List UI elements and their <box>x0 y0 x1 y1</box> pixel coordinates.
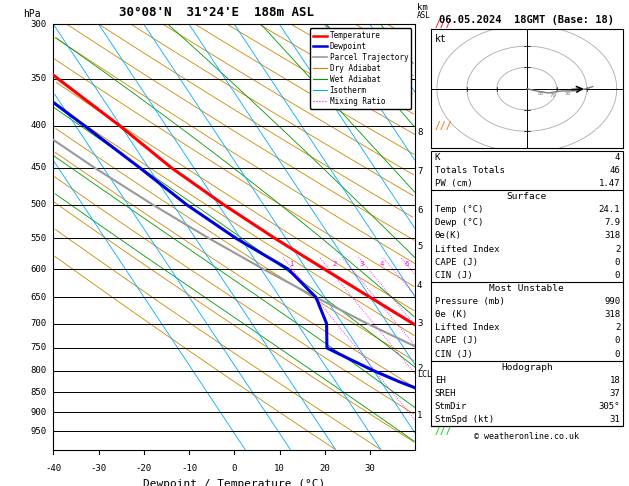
Text: 950: 950 <box>30 427 47 436</box>
Text: 990: 990 <box>604 297 620 306</box>
Text: 85: 85 <box>537 91 544 96</box>
Text: 0: 0 <box>231 465 237 473</box>
Text: Temp (°C): Temp (°C) <box>435 205 483 214</box>
Text: -30: -30 <box>91 465 107 473</box>
Text: 2: 2 <box>333 261 337 267</box>
Text: 700: 700 <box>30 319 47 328</box>
Text: ///: /// <box>435 366 452 376</box>
Text: Most Unstable: Most Unstable <box>489 284 564 293</box>
Text: 600: 600 <box>30 264 47 274</box>
Text: EH: EH <box>435 376 445 385</box>
Text: 305°: 305° <box>599 402 620 411</box>
Text: Totals Totals: Totals Totals <box>435 166 504 175</box>
Text: PW (cm): PW (cm) <box>435 179 472 188</box>
Text: 3: 3 <box>360 261 364 267</box>
Text: 18: 18 <box>610 376 620 385</box>
Text: CIN (J): CIN (J) <box>435 271 472 280</box>
Text: 0: 0 <box>615 271 620 280</box>
Text: Mixing Ratio (g/kg): Mixing Ratio (g/kg) <box>457 181 467 293</box>
Text: Dewpoint / Temperature (°C): Dewpoint / Temperature (°C) <box>143 479 325 486</box>
Text: SREH: SREH <box>435 389 456 398</box>
Text: 37: 37 <box>610 389 620 398</box>
Text: © weatheronline.co.uk: © weatheronline.co.uk <box>474 432 579 441</box>
Text: 8: 8 <box>417 127 422 137</box>
Text: CAPE (J): CAPE (J) <box>435 258 477 267</box>
Text: 5: 5 <box>417 242 422 251</box>
Text: 20: 20 <box>320 465 330 473</box>
Text: 750: 750 <box>30 344 47 352</box>
Text: Dewp (°C): Dewp (°C) <box>435 218 483 227</box>
Text: ///: /// <box>435 426 452 436</box>
Text: 46: 46 <box>610 166 620 175</box>
Text: 300: 300 <box>30 20 47 29</box>
Text: 06.05.2024  18GMT (Base: 18): 06.05.2024 18GMT (Base: 18) <box>439 15 615 25</box>
Text: 1.47: 1.47 <box>599 179 620 188</box>
Text: LCL: LCL <box>417 370 432 379</box>
Text: StmSpd (kt): StmSpd (kt) <box>435 415 494 424</box>
Text: -40: -40 <box>45 465 62 473</box>
Text: 550: 550 <box>30 234 47 243</box>
Text: 318: 318 <box>604 310 620 319</box>
Text: 10: 10 <box>274 465 285 473</box>
Text: ///: /// <box>435 19 452 29</box>
Text: 6: 6 <box>405 261 409 267</box>
Text: ASL: ASL <box>417 11 431 20</box>
Text: 1: 1 <box>289 261 294 267</box>
Text: CIN (J): CIN (J) <box>435 349 472 359</box>
Text: Lifted Index: Lifted Index <box>435 244 499 254</box>
Text: kt: kt <box>435 34 447 44</box>
Text: -20: -20 <box>136 465 152 473</box>
Text: 4: 4 <box>615 153 620 162</box>
Text: km: km <box>417 2 428 12</box>
Text: 500: 500 <box>30 200 47 209</box>
Text: Pressure (mb): Pressure (mb) <box>435 297 504 306</box>
Text: 30°08'N  31°24'E  188m ASL: 30°08'N 31°24'E 188m ASL <box>119 6 314 19</box>
Text: 70: 70 <box>549 93 556 98</box>
Text: 2: 2 <box>417 364 422 373</box>
Text: 3: 3 <box>417 319 422 328</box>
Text: -10: -10 <box>181 465 197 473</box>
Text: ///: /// <box>435 121 452 131</box>
Text: 0: 0 <box>615 258 620 267</box>
Text: 1: 1 <box>417 411 422 420</box>
Text: 30: 30 <box>365 465 376 473</box>
Text: ///: /// <box>435 200 452 210</box>
Text: 350: 350 <box>30 74 47 83</box>
Text: 318: 318 <box>604 231 620 241</box>
Text: 24.1: 24.1 <box>599 205 620 214</box>
Text: 2: 2 <box>615 244 620 254</box>
Text: ///: /// <box>435 318 452 329</box>
Text: Surface: Surface <box>507 192 547 201</box>
Text: 4: 4 <box>380 261 384 267</box>
Text: 650: 650 <box>30 293 47 302</box>
Text: 800: 800 <box>30 366 47 375</box>
Legend: Temperature, Dewpoint, Parcel Trajectory, Dry Adiabat, Wet Adiabat, Isotherm, Mi: Temperature, Dewpoint, Parcel Trajectory… <box>309 28 411 109</box>
Text: 400: 400 <box>30 122 47 130</box>
Text: StmDir: StmDir <box>435 402 467 411</box>
Text: θe(K): θe(K) <box>435 231 462 241</box>
Text: 7: 7 <box>417 167 422 176</box>
Text: 2: 2 <box>615 323 620 332</box>
Text: 6: 6 <box>417 206 422 215</box>
Text: K: K <box>435 153 440 162</box>
Text: 0: 0 <box>615 336 620 346</box>
Text: 0: 0 <box>615 349 620 359</box>
Text: CAPE (J): CAPE (J) <box>435 336 477 346</box>
Text: 31: 31 <box>610 415 620 424</box>
Text: 50: 50 <box>564 91 571 96</box>
Text: 450: 450 <box>30 163 47 172</box>
Text: Hodograph: Hodograph <box>501 363 553 372</box>
Text: θe (K): θe (K) <box>435 310 467 319</box>
Text: 900: 900 <box>30 408 47 417</box>
Text: 850: 850 <box>30 388 47 397</box>
Text: hPa: hPa <box>23 9 41 18</box>
Text: 4: 4 <box>417 281 422 290</box>
Text: 7.9: 7.9 <box>604 218 620 227</box>
Text: Lifted Index: Lifted Index <box>435 323 499 332</box>
